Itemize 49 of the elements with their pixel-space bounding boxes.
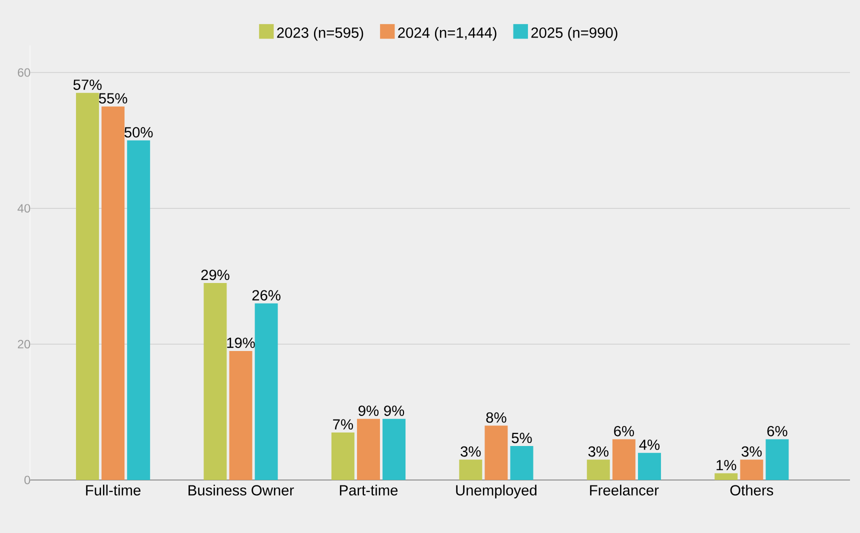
data-label: 9%	[358, 405, 379, 416]
data-label: 57%	[73, 79, 102, 90]
data-label: 6%	[767, 426, 788, 436]
bar	[612, 439, 636, 480]
data-label: 3%	[742, 446, 762, 457]
bar	[204, 282, 227, 480]
data-label: 29%	[201, 270, 230, 280]
data-label: 55%	[98, 93, 128, 104]
data-label: 6%	[614, 426, 634, 436]
legend-label: 2025 (n=990)	[531, 26, 618, 41]
bar	[766, 439, 789, 480]
x-tick-label: Freelancer	[590, 484, 659, 496]
bar	[382, 418, 406, 480]
data-label: 9%	[384, 405, 404, 416]
bar	[510, 446, 534, 480]
bar	[229, 350, 252, 480]
legend-label: 2024 (n=1,444)	[398, 26, 496, 41]
bar	[638, 452, 661, 480]
data-label: 7%	[333, 419, 353, 430]
data-label: 5%	[512, 432, 532, 443]
x-tick-label: Others	[730, 484, 774, 496]
data-label: 8%	[486, 412, 506, 423]
data-label: 19%	[227, 337, 255, 348]
x-tick-label: Full-time	[86, 484, 140, 496]
data-label: 50%	[124, 126, 153, 138]
data-label: 3%	[588, 446, 608, 457]
y-tick-label: 0	[24, 476, 30, 484]
y-tick-label: 20	[18, 340, 30, 348]
y-tick-label: 60	[18, 68, 30, 77]
data-label: 26%	[252, 290, 280, 300]
x-tick-label: Business Owner	[188, 484, 294, 496]
y-tick-label: 40	[18, 204, 30, 212]
bar	[459, 459, 482, 480]
bar	[356, 418, 380, 480]
bar	[714, 473, 738, 480]
data-label: 4%	[639, 439, 660, 450]
x-tick-label: Part-time	[340, 484, 398, 496]
data-label: 1%	[716, 460, 736, 470]
bar	[254, 303, 278, 480]
bar	[331, 432, 354, 480]
legend-label: 2023 (n=595)	[277, 26, 364, 41]
bar	[76, 92, 99, 480]
bar	[102, 106, 125, 480]
bar	[740, 459, 764, 480]
bar	[484, 426, 508, 480]
bar	[127, 140, 150, 480]
data-label: 3%	[460, 446, 481, 457]
bar	[586, 459, 610, 480]
x-tick-label: Unemployed	[456, 484, 536, 498]
